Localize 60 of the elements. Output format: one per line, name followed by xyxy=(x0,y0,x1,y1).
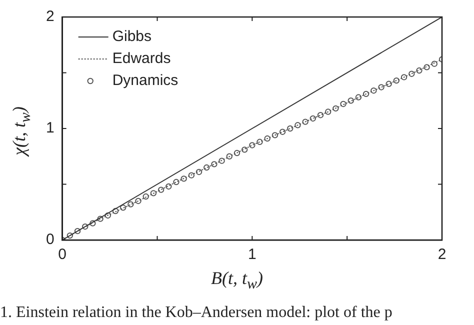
point xyxy=(416,67,422,74)
point xyxy=(188,172,195,178)
point xyxy=(120,204,126,211)
point xyxy=(104,212,111,219)
x-tick-label: 1 xyxy=(248,246,256,264)
point xyxy=(226,153,232,160)
point xyxy=(424,64,430,70)
point xyxy=(310,115,316,122)
point xyxy=(142,193,149,200)
point xyxy=(218,158,225,164)
point xyxy=(241,146,248,153)
point xyxy=(362,90,370,98)
legend-label: Gibbs xyxy=(112,28,152,46)
point xyxy=(211,161,218,168)
point xyxy=(128,201,134,208)
point xyxy=(204,164,210,171)
point xyxy=(272,132,278,138)
point xyxy=(317,112,324,118)
y-tick-label: 1 xyxy=(46,120,54,137)
point xyxy=(378,84,384,90)
x-tick-label: 2 xyxy=(438,246,446,264)
point xyxy=(332,105,339,112)
point xyxy=(158,186,164,193)
point xyxy=(74,228,81,234)
point xyxy=(340,100,346,108)
point xyxy=(348,98,354,104)
point xyxy=(431,60,438,67)
point xyxy=(408,70,415,77)
point xyxy=(166,183,172,190)
point xyxy=(393,77,400,84)
point xyxy=(302,118,308,125)
point xyxy=(370,87,377,94)
legend-label: Edwards xyxy=(112,50,171,68)
point xyxy=(264,135,270,142)
point xyxy=(180,176,187,182)
point xyxy=(97,216,104,222)
point xyxy=(150,190,157,196)
point xyxy=(294,122,301,128)
x-tick-label: 0 xyxy=(58,246,67,264)
point xyxy=(82,224,88,230)
point xyxy=(66,232,74,239)
x-axis-title: B(t, t$_{w}$) xyxy=(210,268,264,294)
point xyxy=(355,94,362,100)
legend-label: Dynamics xyxy=(112,72,178,90)
point xyxy=(279,128,286,135)
point xyxy=(196,168,202,176)
point xyxy=(173,178,180,186)
text: 1. Einstein relation in the Kob–Andersen model: plot of the p xyxy=(0,304,394,322)
point xyxy=(325,108,332,115)
point xyxy=(400,74,408,80)
point xyxy=(234,150,240,156)
point xyxy=(287,125,294,132)
point xyxy=(249,142,256,148)
point xyxy=(256,138,263,145)
point xyxy=(90,220,96,226)
point xyxy=(112,208,119,214)
point xyxy=(386,80,392,87)
y-tick-label: 0 xyxy=(46,231,54,248)
point xyxy=(135,198,142,204)
y-tick-label: 2 xyxy=(46,8,54,26)
